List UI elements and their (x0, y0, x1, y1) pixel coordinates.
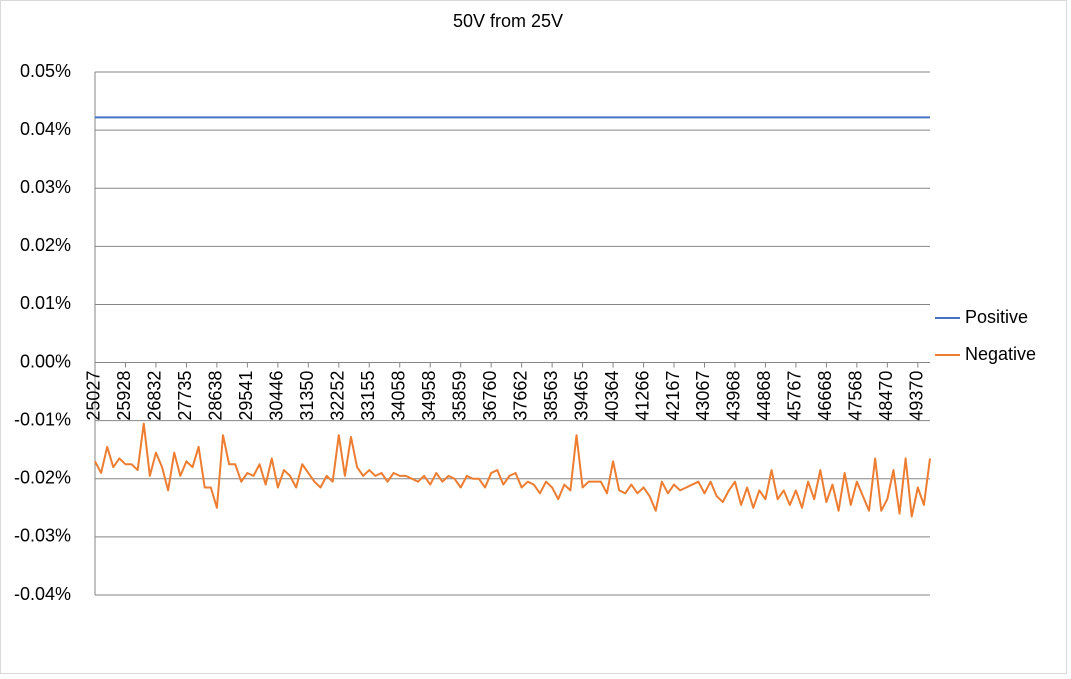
x-tick-label: 36760 (480, 371, 500, 421)
series-line (94, 422, 931, 518)
y-tick-label: 0.04% (20, 119, 71, 139)
x-tick-label: 39465 (571, 371, 591, 421)
y-tick-label: 0.00% (20, 351, 71, 371)
x-tick-label: 49370 (907, 371, 927, 421)
x-tick-label: 41266 (632, 371, 652, 421)
y-tick-label: -0.03% (14, 526, 71, 546)
x-tick-label: 25928 (114, 371, 134, 421)
x-tick-label: 38563 (541, 371, 561, 421)
y-tick-label: 0.01% (20, 293, 71, 313)
x-tick-label: 34958 (419, 371, 439, 421)
y-tick-label: 0.03% (20, 177, 71, 197)
x-tick-label: 28638 (206, 371, 226, 421)
x-tick-label: 42167 (663, 371, 683, 421)
x-tick-label: 37662 (510, 371, 530, 421)
x-tick-label: 34058 (388, 371, 408, 421)
x-tick-label: 43968 (724, 371, 744, 421)
x-tick-label: 46668 (815, 371, 835, 421)
y-tick-label: 0.02% (20, 235, 71, 255)
chart-title: 50V from 25V (453, 11, 563, 31)
x-tick-label: 33155 (358, 371, 378, 421)
y-tick-label: -0.01% (14, 409, 71, 429)
x-tick-label: 48470 (876, 371, 896, 421)
legend-label: Negative (965, 344, 1036, 364)
x-tick-label: 29541 (236, 371, 256, 421)
x-tick-label: 43067 (693, 371, 713, 421)
x-tick-label: 35859 (449, 371, 469, 421)
x-tick-label: 30446 (267, 371, 287, 421)
y-tick-label: -0.04% (14, 584, 71, 604)
x-tick-label: 25027 (84, 371, 104, 421)
y-tick-label: -0.02% (14, 468, 71, 488)
y-tick-label: 0.05% (20, 61, 71, 81)
x-tick-label: 47568 (846, 371, 866, 421)
x-tick-label: 27735 (175, 371, 195, 421)
legend-label: Positive (965, 307, 1028, 327)
x-tick-label: 31350 (297, 371, 317, 421)
x-tick-label: 45767 (785, 371, 805, 421)
x-tick-label: 44868 (754, 371, 774, 421)
x-tick-label: 26832 (145, 371, 165, 421)
x-tick-label: 40364 (602, 371, 622, 421)
x-tick-label: 32252 (328, 371, 348, 421)
